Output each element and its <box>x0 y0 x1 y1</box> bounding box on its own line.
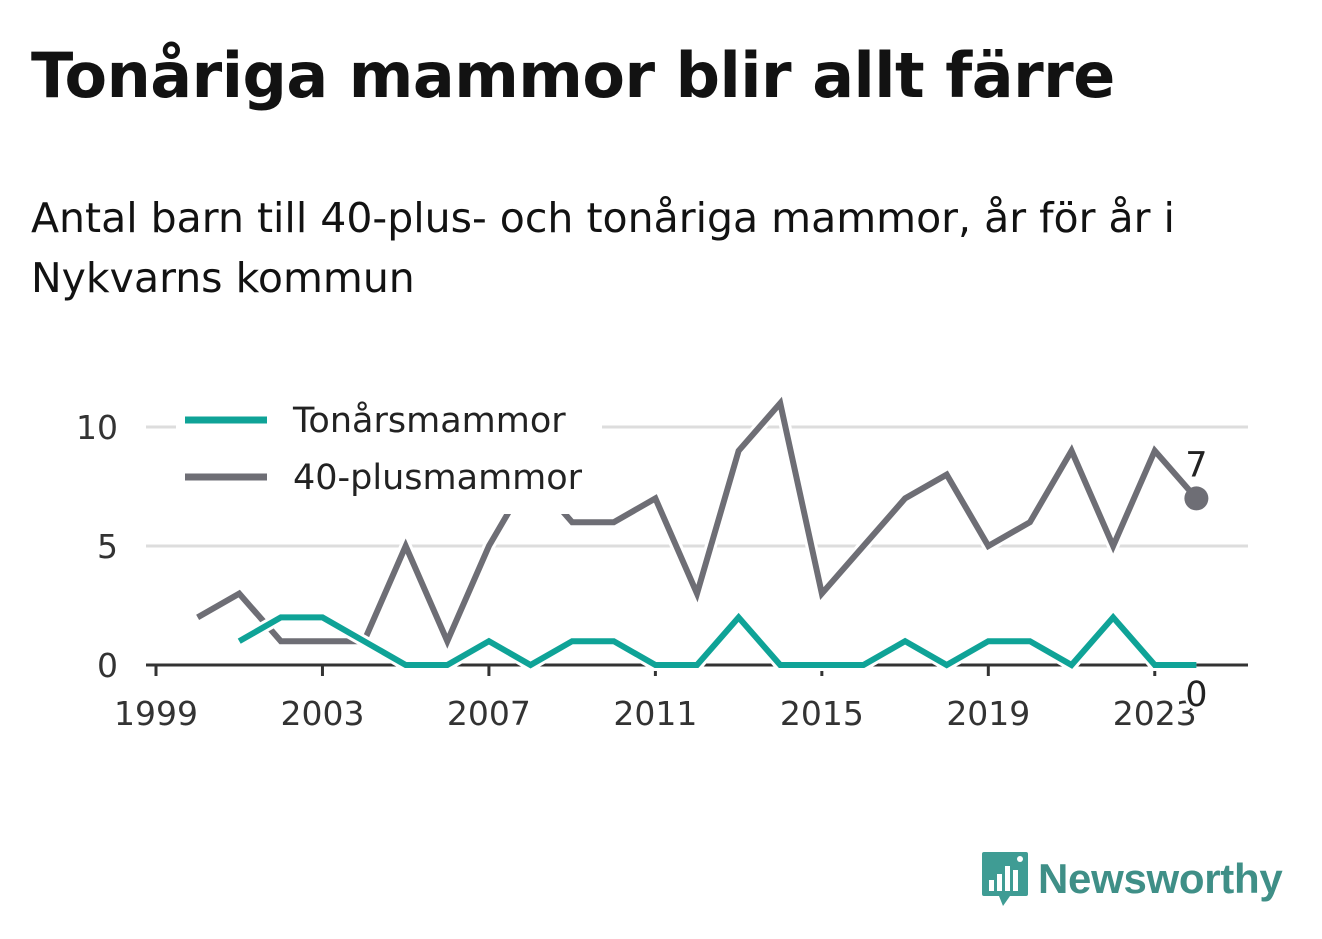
line-chart: 0 5 10 1999 2003 2007 2011 2015 2019 2023 Tonårs… <box>76 390 1248 733</box>
x-tick-label: 1999 <box>114 694 198 733</box>
legend-label: 40-plusmammor <box>293 458 583 498</box>
end-marker <box>1184 486 1209 511</box>
end-label-40-plus: 7 <box>1185 445 1207 485</box>
x-axis: 1999 2003 2007 2011 2015 2019 2023 <box>114 663 1248 733</box>
x-tick-label: 2003 <box>280 694 364 733</box>
y-tick-label: 10 <box>76 408 118 447</box>
end-labels: 70 <box>1182 445 1210 718</box>
series-lines <box>194 390 1201 673</box>
chart-subtitle: Antal barn till 40-plus- och tonåriga ma… <box>31 194 1175 302</box>
legend: Tonårsmammor 40-plusmammor <box>176 392 602 514</box>
x-tick-label: 2007 <box>447 694 531 733</box>
x-tick-label: 2023 <box>1113 694 1197 733</box>
legend-background <box>176 392 602 514</box>
x-tick-label: 2019 <box>946 694 1030 733</box>
y-tick-label: 5 <box>97 527 118 566</box>
x-tick-label: 2015 <box>780 694 864 733</box>
brand-name: Newsworthy <box>1038 855 1283 902</box>
legend-label: Tonårsmammor <box>292 400 566 441</box>
end-label-tonars: 0 <box>1185 675 1207 715</box>
series-line-0 <box>237 612 1197 669</box>
x-tick-label: 2011 <box>613 694 697 733</box>
brand-logo: Newsworthy <box>980 848 1283 910</box>
newsworthy-logo-icon <box>982 852 1028 906</box>
y-tick-label: 0 <box>97 646 118 685</box>
chart-title: Tonåriga mammor blir allt färre <box>31 39 1115 112</box>
